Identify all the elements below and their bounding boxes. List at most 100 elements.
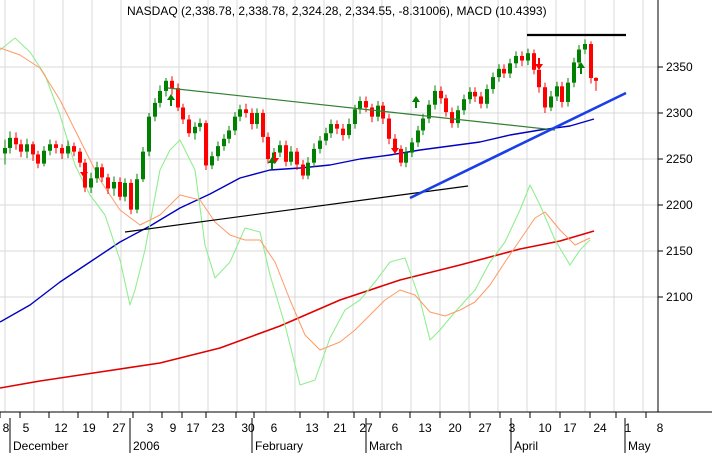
- candle-body-down: [54, 144, 58, 148]
- x-day-label: 21: [333, 421, 347, 435]
- indicator-lines: [0, 37, 595, 389]
- candle-body-down: [594, 78, 598, 81]
- buy-arrow-icon: [167, 94, 175, 100]
- candle-body-up: [66, 146, 70, 154]
- candle-body-up: [514, 55, 518, 64]
- candle-body-up: [216, 146, 220, 157]
- candle-body-up: [147, 116, 151, 152]
- x-day-label: 12: [54, 421, 68, 435]
- candle-body-down: [502, 68, 506, 74]
- candle-body-down: [444, 98, 448, 113]
- candle-body-up: [508, 63, 512, 74]
- candle-body-down: [532, 53, 536, 70]
- candle-body-up: [416, 130, 420, 143]
- y-tick-label: 2250: [666, 152, 693, 166]
- black-support-trendline: [124, 185, 469, 233]
- candle-body-up: [8, 137, 12, 148]
- x-day-label: 1: [625, 421, 632, 435]
- x-day-label: 13: [305, 421, 319, 435]
- candle-body-down: [450, 112, 454, 124]
- x-day-label: 10: [538, 421, 552, 435]
- x-day-label: 27: [112, 421, 126, 435]
- candle-body-down: [244, 109, 248, 113]
- candle-body-up: [278, 145, 282, 153]
- candle-body-up: [433, 90, 437, 105]
- candle-body-down: [78, 151, 82, 163]
- candle-body-up: [25, 144, 29, 152]
- signal-arrows: [80, 58, 585, 178]
- candle-body-down: [341, 128, 345, 136]
- candle-body-up: [48, 144, 52, 151]
- y-tick-label: 2100: [666, 290, 693, 304]
- blue-uptrend-line: [409, 91, 627, 200]
- candle-body-down: [381, 105, 385, 119]
- candle-body-up: [198, 123, 202, 127]
- candle-body-up: [255, 113, 259, 125]
- candle-body-up: [572, 62, 576, 83]
- x-day-label: 20: [448, 421, 462, 435]
- candle-body-down: [36, 154, 40, 164]
- x-day-label: 30: [241, 421, 255, 435]
- x-day-label: 6: [271, 421, 278, 435]
- sell-arrow-icon: [80, 172, 88, 178]
- x-month-label: 2006: [133, 439, 160, 453]
- candle-body-up: [306, 162, 310, 176]
- candle-body-down: [60, 147, 64, 154]
- candle-body-up: [468, 91, 472, 100]
- candle-body-up: [526, 53, 530, 61]
- y-tick-label: 2350: [666, 60, 693, 74]
- y-tick-label: 2150: [666, 244, 693, 258]
- candle-body-up: [238, 109, 242, 117]
- candle-body-down: [19, 144, 23, 152]
- x-month-label: March: [369, 439, 402, 453]
- candle-body-down: [100, 167, 104, 178]
- candle-body-up: [141, 151, 145, 180]
- candle-body-up: [158, 90, 162, 103]
- x-day-label: 8: [657, 421, 664, 435]
- candle-body-down: [589, 44, 593, 79]
- candle-body-up: [324, 133, 328, 141]
- candle-body-down: [387, 118, 391, 139]
- gridlines: [0, 0, 658, 412]
- candle-body-up: [153, 102, 157, 117]
- signal-line: [0, 47, 591, 351]
- x-day-label: 9: [170, 421, 177, 435]
- candle-body-up: [353, 109, 357, 125]
- x-day-label: 13: [418, 421, 432, 435]
- candle-body-up: [427, 104, 431, 119]
- x-day-label: 19: [82, 421, 96, 435]
- candle-body-up: [347, 124, 351, 136]
- candle-body-up: [210, 156, 214, 166]
- sell-arrow-icon: [391, 148, 399, 154]
- candle-body-down: [520, 55, 524, 61]
- candle-body-up: [135, 179, 139, 210]
- buy-arrow-icon: [412, 96, 420, 102]
- x-month-label: December: [13, 439, 68, 453]
- candle-body-up: [456, 110, 460, 124]
- candle-body-up: [491, 77, 495, 90]
- candle-body-up: [497, 68, 501, 78]
- candle-body-up: [329, 124, 333, 134]
- candle-body-down: [118, 182, 122, 197]
- long-moving-average-line: [0, 230, 595, 389]
- x-month-label: May: [628, 439, 651, 453]
- candle-body-down: [301, 164, 305, 176]
- candle-body-up: [318, 140, 322, 149]
- candle-body-up: [485, 89, 489, 104]
- candle-body-down: [250, 113, 254, 125]
- sell-arrow-icon: [535, 64, 543, 70]
- candle-body-up: [555, 86, 559, 97]
- candle-body-down: [295, 151, 299, 165]
- x-day-label: 3: [509, 421, 516, 435]
- candle-body-up: [227, 130, 231, 139]
- x-day-label: 3: [147, 421, 154, 435]
- candle-body-down: [537, 69, 541, 88]
- candle-body-down: [543, 87, 547, 108]
- candle-body-down: [560, 86, 564, 102]
- candle-body-up: [566, 82, 570, 102]
- y-tick-label: 2300: [666, 106, 693, 120]
